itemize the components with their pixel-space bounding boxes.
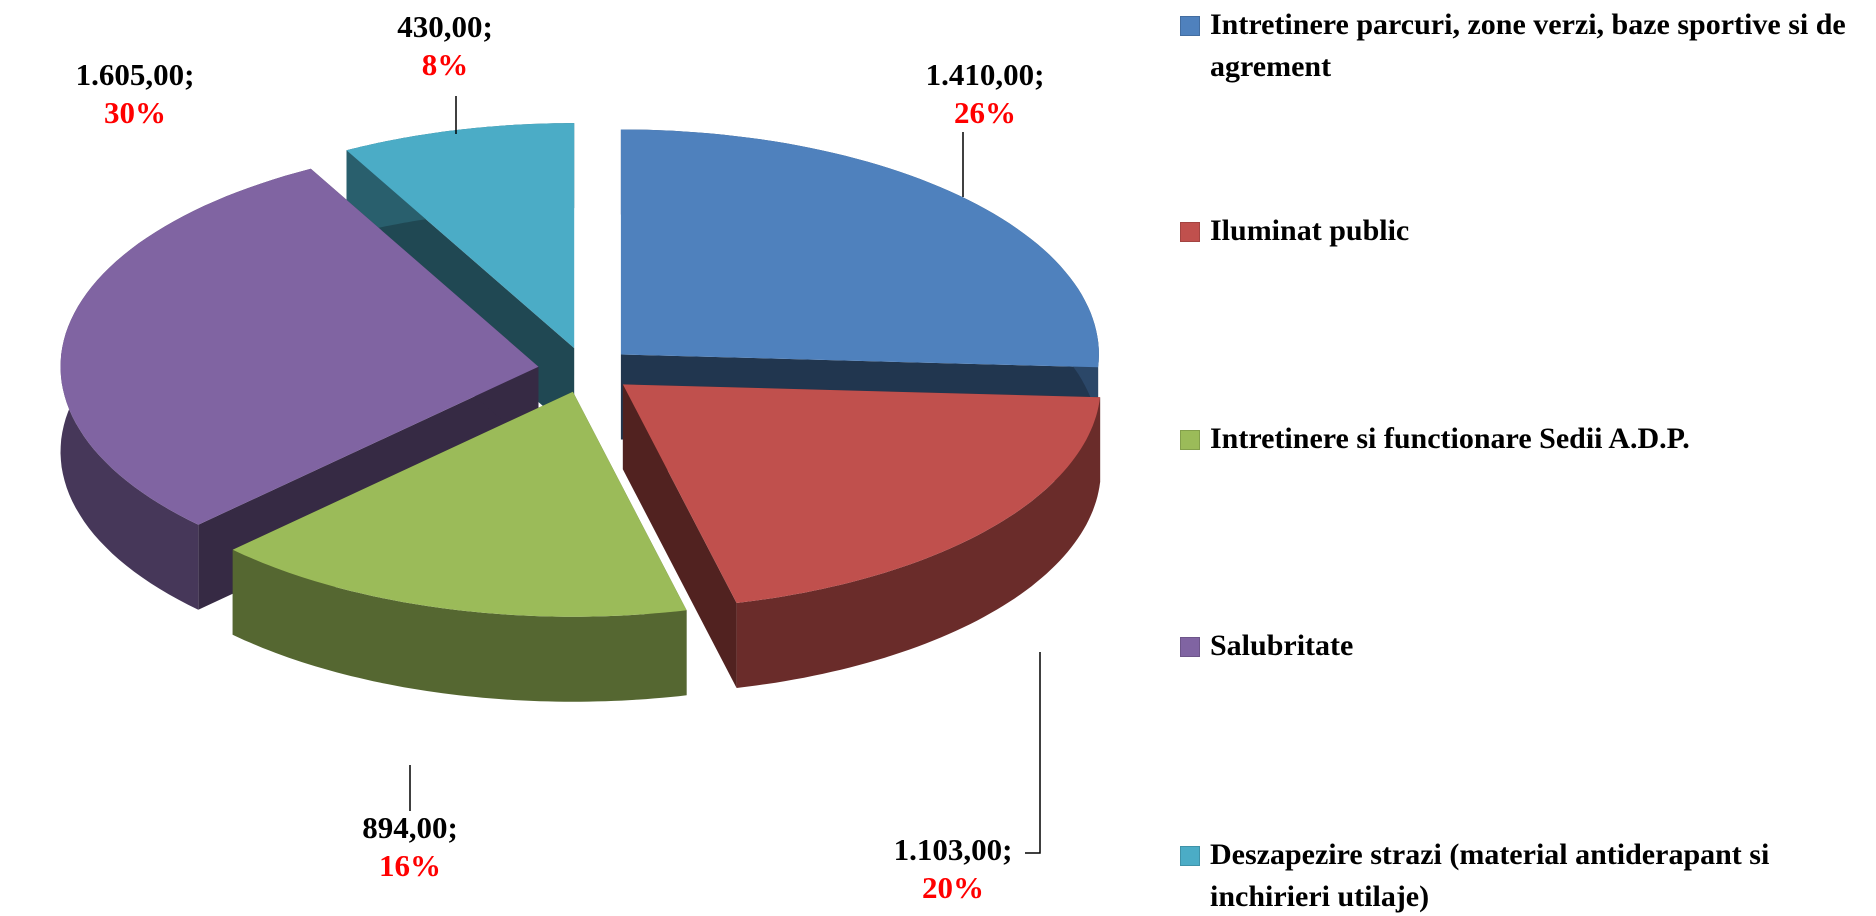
legend-swatch: [1180, 430, 1200, 450]
percent-label: 8%: [422, 47, 469, 82]
legend-swatch: [1180, 222, 1200, 242]
value-label: 1.410,00;: [926, 57, 1045, 92]
legend-label: Intretinere parcuri, zone verzi, baze sp…: [1210, 8, 1846, 83]
value-label: 894,00;: [362, 810, 458, 845]
slice-top: [232, 391, 687, 617]
pie-slice: [232, 391, 687, 702]
legend-swatch: [1180, 16, 1200, 36]
percent-label: 30%: [104, 95, 166, 130]
slice-side: [622, 384, 737, 688]
legend-item: Intretinere parcuri, zone verzi, baze sp…: [1180, 4, 1870, 88]
slice-top: [620, 129, 1099, 368]
value-label: 1.605,00;: [76, 57, 195, 92]
slice-wall: [736, 397, 1101, 688]
legend-label: Deszapezire strazi (material antiderapan…: [1210, 838, 1770, 913]
percent-label: 20%: [922, 870, 984, 905]
legend-item: Deszapezire strazi (material antiderapan…: [1180, 834, 1870, 916]
percent-label: 26%: [954, 95, 1016, 130]
value-label: 430,00;: [397, 9, 493, 44]
legend-item: Salubritate: [1180, 625, 1870, 667]
legend-label: Iluminat public: [1210, 214, 1410, 247]
slice-wall: [232, 549, 687, 702]
value-label: 1.103,00;: [894, 832, 1013, 867]
legend-item: Intretinere si functionare Sedii A.D.P.: [1180, 418, 1870, 460]
legend-swatch: [1180, 846, 1200, 866]
legend-swatch: [1180, 637, 1200, 657]
legend-label: Salubritate: [1210, 629, 1354, 662]
slice-top: [622, 384, 1101, 603]
slice-top: [60, 168, 539, 525]
percent-label: 16%: [379, 848, 441, 883]
slice-top: [346, 123, 575, 349]
leader-line: [1025, 652, 1041, 854]
legend-label: Intretinere si functionare Sedii A.D.P.: [1210, 422, 1690, 455]
pie-slice: [622, 384, 1101, 688]
legend-item: Iluminat public: [1180, 210, 1870, 252]
